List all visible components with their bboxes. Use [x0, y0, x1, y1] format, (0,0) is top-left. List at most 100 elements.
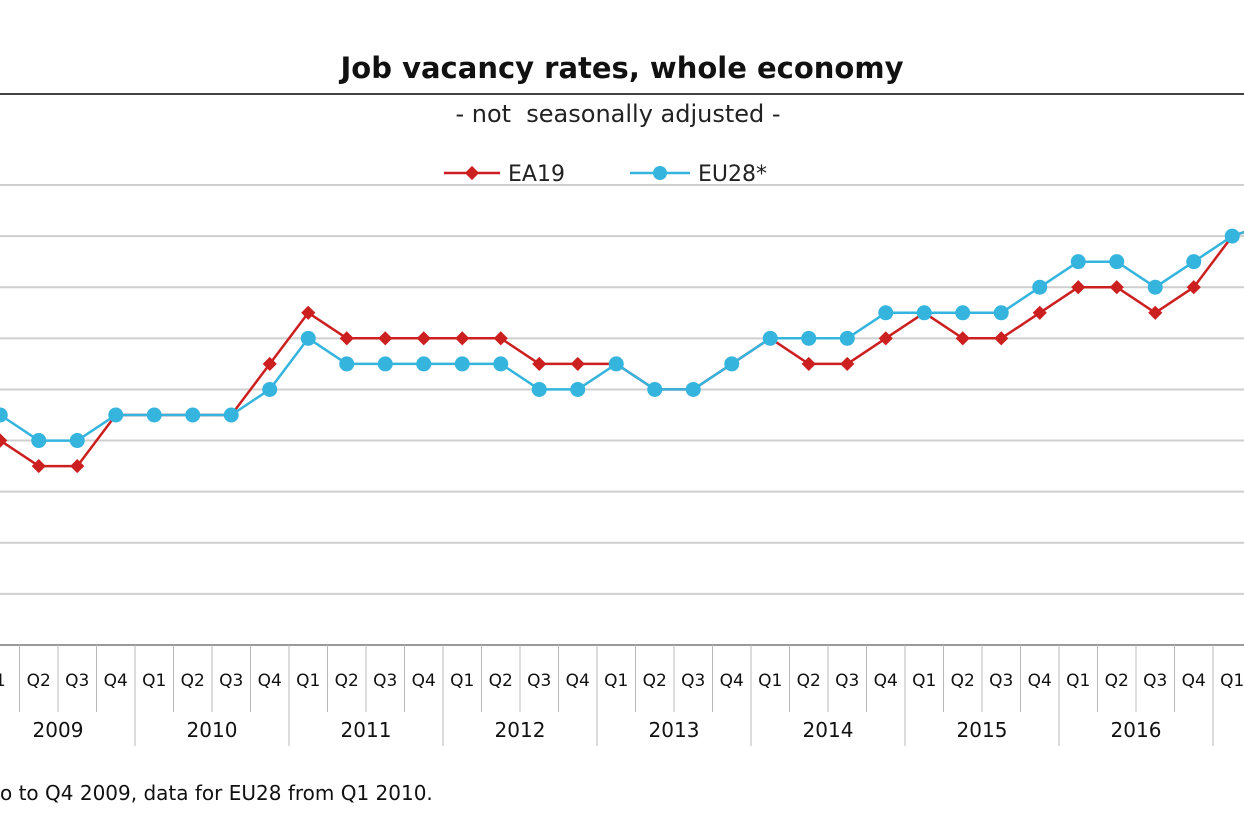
x-tick-label: Q1	[1066, 671, 1090, 691]
x-tick-label: Q2	[181, 671, 205, 691]
x-year-label: 2009	[33, 718, 84, 742]
x-tick-label: Q1	[142, 671, 166, 691]
x-tick-label: Q2	[27, 671, 51, 691]
series-eu28	[0, 228, 1244, 449]
data-point	[300, 330, 316, 346]
data-point	[608, 356, 624, 372]
data-point	[1032, 305, 1047, 320]
x-tick-label: Q1	[758, 671, 782, 691]
x-tick-label: Q3	[681, 671, 705, 691]
series-ea19	[0, 229, 1244, 474]
data-point	[1186, 280, 1201, 295]
data-point	[377, 356, 393, 372]
x-tick-label: Q2	[643, 671, 667, 691]
data-point	[801, 330, 817, 346]
data-point	[185, 407, 201, 423]
legend-swatch-eu28-marker	[653, 166, 667, 180]
data-point	[108, 407, 124, 423]
x-tick-label: Q2	[335, 671, 359, 691]
data-point	[69, 433, 85, 449]
x-year-label: 2015	[957, 718, 1008, 742]
data-point	[339, 331, 354, 346]
data-point	[685, 381, 701, 397]
data-point	[1070, 254, 1086, 270]
data-point	[416, 356, 432, 372]
x-tick-label: Q2	[951, 671, 975, 691]
x-tick-label: Q4	[566, 671, 590, 691]
data-point	[878, 305, 894, 321]
x-tick-label: Q4	[1028, 671, 1052, 691]
data-point	[955, 331, 970, 346]
data-point	[0, 433, 8, 448]
data-point	[455, 331, 470, 346]
data-point	[878, 331, 893, 346]
x-tick-label: Q4	[720, 671, 744, 691]
data-point	[262, 356, 277, 371]
x-year-label: 2010	[187, 718, 238, 742]
x-tick-label: Q4	[104, 671, 128, 691]
data-point	[1224, 228, 1240, 244]
data-point	[724, 356, 740, 372]
x-tick-label: Q4	[412, 671, 436, 691]
data-point	[493, 331, 508, 346]
x-tick-label: Q1	[1220, 671, 1244, 691]
data-point	[493, 356, 509, 372]
x-tick-label: Q1	[604, 671, 628, 691]
series-line	[0, 230, 1244, 468]
data-point	[531, 381, 547, 397]
data-point	[1186, 254, 1202, 270]
x-tick-label: Q3	[835, 671, 859, 691]
gridlines	[0, 184, 1244, 595]
data-point	[31, 433, 47, 449]
x-tick-label: Q2	[489, 671, 513, 691]
data-point	[223, 407, 239, 423]
x-tick-label: Q2	[1105, 671, 1129, 691]
data-point	[801, 356, 816, 371]
chart-title: Job vacancy rates, whole economy	[339, 51, 904, 85]
data-point	[570, 356, 585, 371]
x-tick-label: Q2	[797, 671, 821, 691]
x-year-label: 2012	[495, 718, 546, 742]
data-point	[762, 330, 778, 346]
x-tick-label: Q1	[450, 671, 474, 691]
data-point	[1109, 254, 1125, 270]
x-tick-label: Q4	[258, 671, 282, 691]
data-point	[916, 305, 932, 321]
data-point	[1109, 280, 1124, 295]
data-point	[955, 305, 971, 321]
data-point	[262, 381, 278, 397]
data-point	[31, 459, 46, 474]
data-point	[839, 330, 855, 346]
data-point	[378, 331, 393, 346]
data-point	[454, 356, 470, 372]
data-point	[301, 305, 316, 320]
data-point	[1147, 279, 1163, 295]
x-year-label: 2016	[1111, 718, 1162, 742]
x-tick-label: Q3	[373, 671, 397, 691]
data-point	[840, 356, 855, 371]
data-point	[0, 407, 8, 423]
data-point	[532, 356, 547, 371]
chart-subtitle: - not seasonally adjusted -	[455, 100, 780, 128]
legend: EA19 EU28*	[444, 162, 767, 187]
x-tick-label: Q1	[296, 671, 320, 691]
legend-label-eu28: EU28*	[698, 162, 767, 187]
series-line	[0, 230, 1244, 442]
x-tick-label: 1	[0, 671, 6, 691]
legend-swatch-ea19-marker	[464, 165, 480, 181]
footnote: o to Q4 2009, data for EU28 from Q1 2010…	[0, 781, 433, 805]
header: Job vacancy rates, whole economy - not s…	[0, 51, 1244, 128]
x-axis: 1 Q2 Q3 Q4 Q1 Q2 Q3 Q4 Q1 Q2 Q3 Q4 Q1 Q2 Q3 Q4 Q1 Q2 Q3 Q4 Q…	[0, 644, 1244, 746]
data-point	[993, 305, 1009, 321]
x-year-label: 2013	[649, 718, 700, 742]
data-point	[146, 407, 162, 423]
data-point	[570, 381, 586, 397]
x-tick-label: Q3	[65, 671, 89, 691]
data-point	[1148, 305, 1163, 320]
data-point	[70, 459, 85, 474]
x-year-label: 2011	[341, 718, 392, 742]
x-tick-label: Q4	[874, 671, 898, 691]
x-tick-label: Q3	[989, 671, 1013, 691]
data-point	[416, 331, 431, 346]
